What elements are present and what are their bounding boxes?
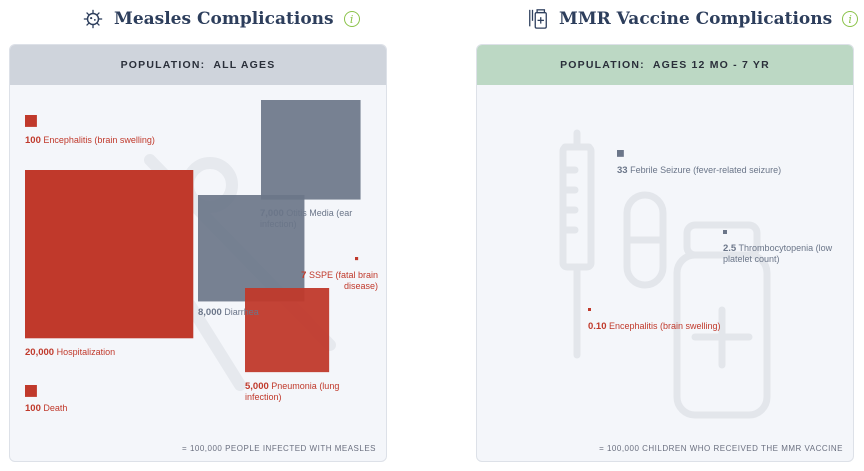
encephalitis-value: 100 [25,135,41,146]
vaccine-vial-icon [529,9,547,29]
otitis-media-square [261,100,361,200]
vaccine-title: MMR Vaccine Complications [559,9,833,29]
encephalitis-name: Encephalitis (brain swelling) [40,135,155,145]
otitis-media-name: Otitis Media (ear infection) [260,208,353,229]
measles-info-icon[interactable]: i [343,11,360,27]
virus-icon [83,9,103,29]
measles-title-row: Measles Complications i [82,6,360,32]
encephalitis-square [25,115,37,127]
death-square [25,385,37,397]
sspe-label: 7 SSPE (fatal brain disease) [300,270,378,292]
sspe-name: SSPE (fatal brain disease) [306,270,378,291]
hospitalization-square [25,170,194,339]
pneumonia-name: Pneumonia (lung infection) [245,381,340,402]
hospitalization-value: 20,000 [25,347,55,358]
thrombocytopenia-name: Thrombocytopenia (low platelet count) [723,243,833,264]
encephalitis-label: 0.10 Encephalitis (brain swelling) [588,321,808,332]
otitis-media-value: 7,000 [260,208,284,219]
pneumonia-value: 5,000 [245,381,269,392]
vaccine-population-header: POPULATION: AGES 12 MO - 7 YR [477,45,853,85]
death-name: Death [40,403,68,413]
vaccine-footnote: = 100,000 CHILDREN WHO RECEIVED THE MMR … [599,444,843,453]
hospitalization-name: Hospitalization [54,347,116,357]
encephalitis-label: 100 Encephalitis (brain swelling) [25,135,245,146]
measles-footnote: = 100,000 PEOPLE INFECTED WITH MEASLES [182,444,376,453]
measles-title: Measles Complications [114,9,334,29]
febrile-seizure-name: Febrile Seizure (fever-related seizure) [627,165,782,175]
thrombocytopenia-square [723,230,727,234]
measles-population-header: POPULATION: ALL AGES [10,45,386,85]
vaccine-card: POPULATION: AGES 12 MO - 7 YR [476,44,854,462]
pneumonia-square [245,288,330,373]
otitis-media-label: 7,000 Otitis Media (ear infection) [260,208,365,230]
diarrhea-label: 8,000 Diarrhea [198,307,318,318]
febrile-seizure-square [617,150,624,157]
population-value: AGES 12 MO - 7 YR [652,59,770,71]
vaccine-chart-svg [559,129,771,419]
vaccine-title-row: MMR Vaccine Complications i [527,6,859,32]
diarrhea-square [198,195,305,302]
encephalitis-name: Encephalitis (brain swelling) [606,321,721,331]
thrombocytopenia-value: 2.5 [723,243,737,254]
syringe-vial-background-illustration [559,129,771,419]
hospitalization-label: 20,000 Hospitalization [25,347,245,358]
population-value: ALL AGES [213,59,276,71]
diarrhea-value: 8,000 [198,307,222,318]
measles-plot: 100 Encephalitis (brain swelling) 20,000 … [10,85,386,461]
death-value: 100 [25,403,41,414]
death-label: 100 Death [25,403,245,414]
sspe-value: 7 [301,270,307,281]
diarrhea-name: Diarrhea [221,307,259,317]
measles-chart-svg [25,100,361,397]
population-label: POPULATION: [560,59,645,71]
thrombocytopenia-label: 2.5 Thrombocytopenia (low platelet count… [723,243,848,265]
vaccine-plot: 33 Febrile Seizure (fever-related seizur… [477,85,853,461]
sspe-square [355,257,359,261]
febrile-seizure-label: 33 Febrile Seizure (fever-related seizur… [617,165,787,176]
measles-card: POPULATION: ALL AGES 100 Encephalitis (b… [9,44,387,462]
encephalitis-square [588,308,591,311]
encephalitis-value: 0.10 [588,321,607,332]
vaccine-info-icon[interactable]: i [842,11,859,27]
pneumonia-label: 5,000 Pneumonia (lung infection) [245,381,375,403]
febrile-seizure-value: 33 [617,165,628,176]
population-label: POPULATION: [120,59,206,71]
